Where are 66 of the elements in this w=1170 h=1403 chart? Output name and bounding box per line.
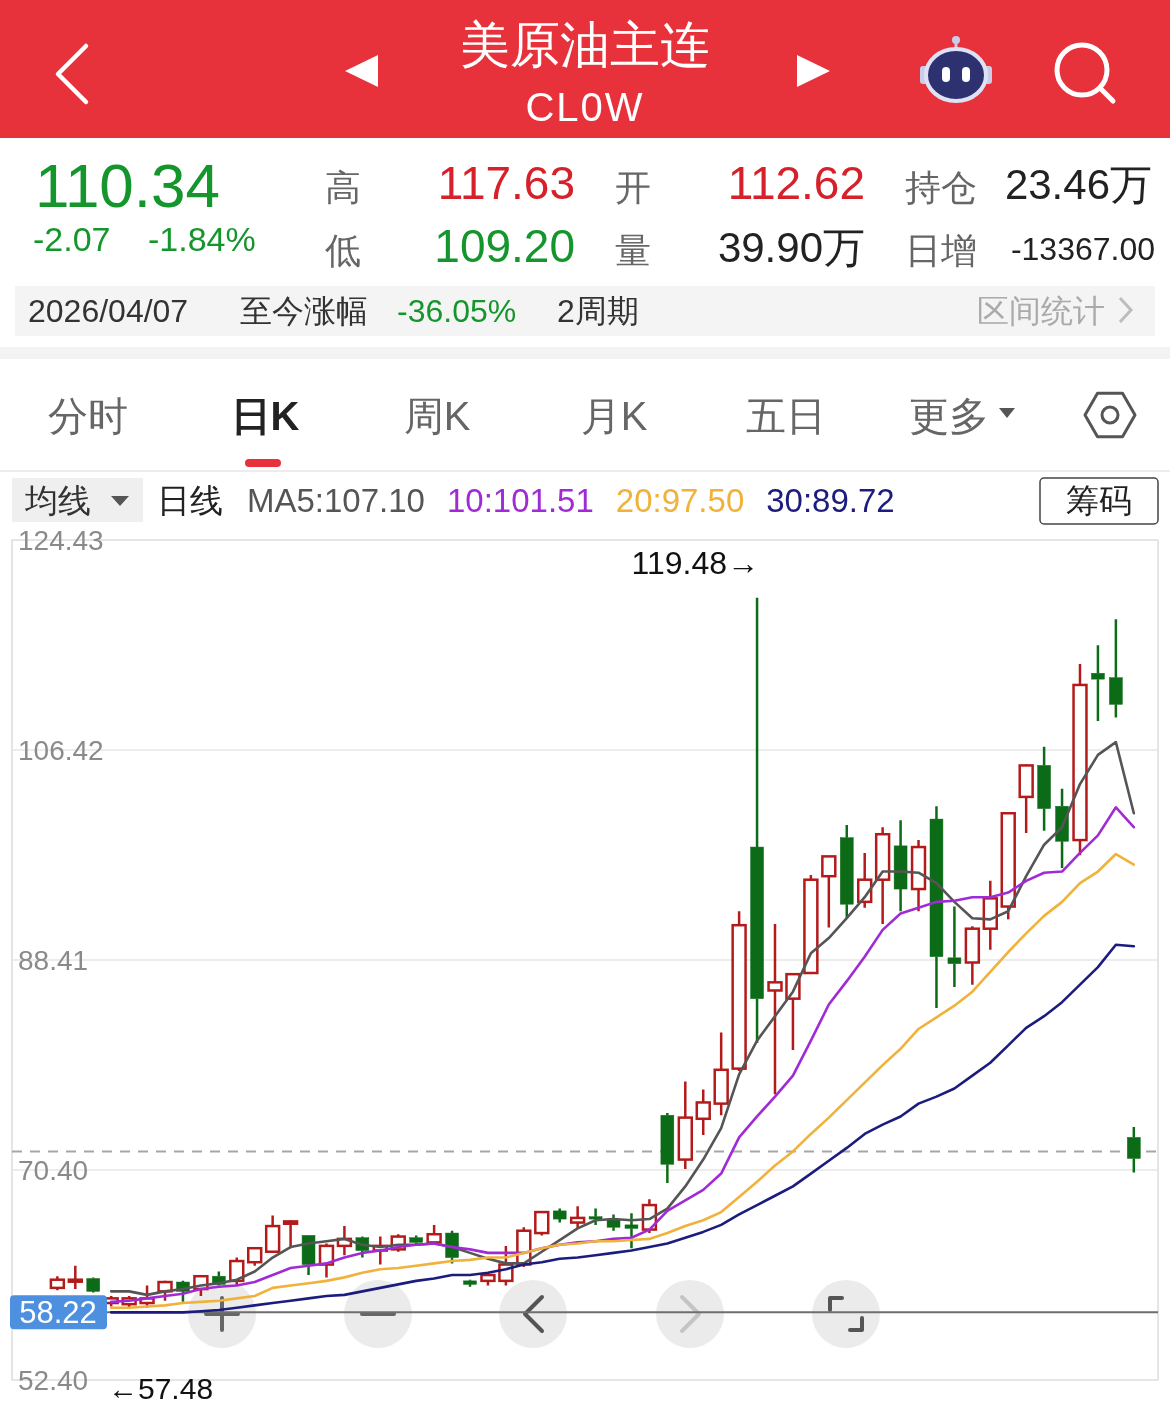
candlestick	[1072, 662, 1088, 857]
text: 低	[325, 230, 361, 271]
y-tick-label: 106.42	[18, 734, 104, 766]
text: 筹码	[1066, 482, 1132, 519]
text: 更多	[909, 394, 989, 438]
chart-subtitle: CL0W	[525, 85, 645, 129]
annotation: ←57.48	[108, 1372, 214, 1403]
text: 20:97.50	[615, 482, 745, 519]
chart-title: 美原油主连	[460, 17, 710, 73]
annotation: 119.48→	[631, 544, 760, 581]
text: -36.05%	[397, 293, 517, 329]
candlestick	[1091, 644, 1105, 723]
text: 112.62	[727, 157, 865, 209]
text: 月K	[580, 394, 648, 438]
text: 持仓	[905, 167, 977, 208]
candlestick	[1109, 618, 1123, 719]
candlestick	[569, 1204, 586, 1230]
candlestick	[767, 922, 783, 1096]
candlestick	[893, 818, 908, 913]
ref-line-label: 58.22	[19, 1294, 97, 1330]
candlestick	[1037, 745, 1051, 832]
text: 日增	[905, 230, 977, 271]
text: 量	[615, 230, 651, 271]
text: 区间统计	[977, 293, 1105, 329]
text: 2周期	[557, 293, 639, 329]
text: -1.84%	[148, 220, 256, 258]
text: 10:101.51	[446, 482, 594, 519]
candlestick	[874, 825, 891, 926]
candlestick	[247, 1246, 263, 1267]
text: 39.90万	[717, 224, 865, 271]
text: -13367.00	[1010, 231, 1155, 267]
candlestick	[964, 925, 981, 986]
text: 110.34	[35, 151, 221, 220]
candlestick	[1127, 1125, 1141, 1174]
text: 117.63	[437, 157, 575, 209]
candlestick	[713, 1031, 729, 1117]
text: -2.07	[33, 220, 111, 258]
candlestick	[67, 1264, 84, 1291]
text: 至今涨幅	[240, 293, 368, 329]
text: 30:89.72	[766, 482, 895, 519]
text: 开	[615, 167, 651, 208]
line-series	[109, 943, 1136, 1314]
legend-title: 日线	[157, 482, 223, 519]
candlestick	[929, 804, 944, 1010]
text: 周K	[403, 394, 471, 438]
candlestick	[910, 838, 927, 913]
text: MA5:107.10	[247, 482, 425, 519]
text: 高	[325, 167, 361, 208]
y-tick-label: 88.41	[18, 944, 89, 976]
text: 日K	[230, 394, 300, 438]
candlestick	[677, 1080, 693, 1171]
candlestick	[1018, 764, 1034, 835]
text: 109.20	[434, 220, 575, 272]
y-tick-label: 52.40	[18, 1364, 89, 1396]
text: 23.46万	[1004, 161, 1152, 208]
text: 2026/04/07	[28, 293, 189, 329]
text: 五日	[746, 394, 826, 438]
candlestick	[821, 855, 837, 929]
y-tick-label: 70.40	[18, 1154, 89, 1186]
candlestick	[264, 1214, 281, 1253]
text: 均线	[24, 482, 91, 519]
candlestick	[660, 1111, 675, 1185]
candlestick	[947, 905, 962, 989]
text: 分时	[48, 394, 128, 438]
y-tick-label: 124.43	[18, 524, 104, 556]
candlestick	[695, 1088, 711, 1137]
